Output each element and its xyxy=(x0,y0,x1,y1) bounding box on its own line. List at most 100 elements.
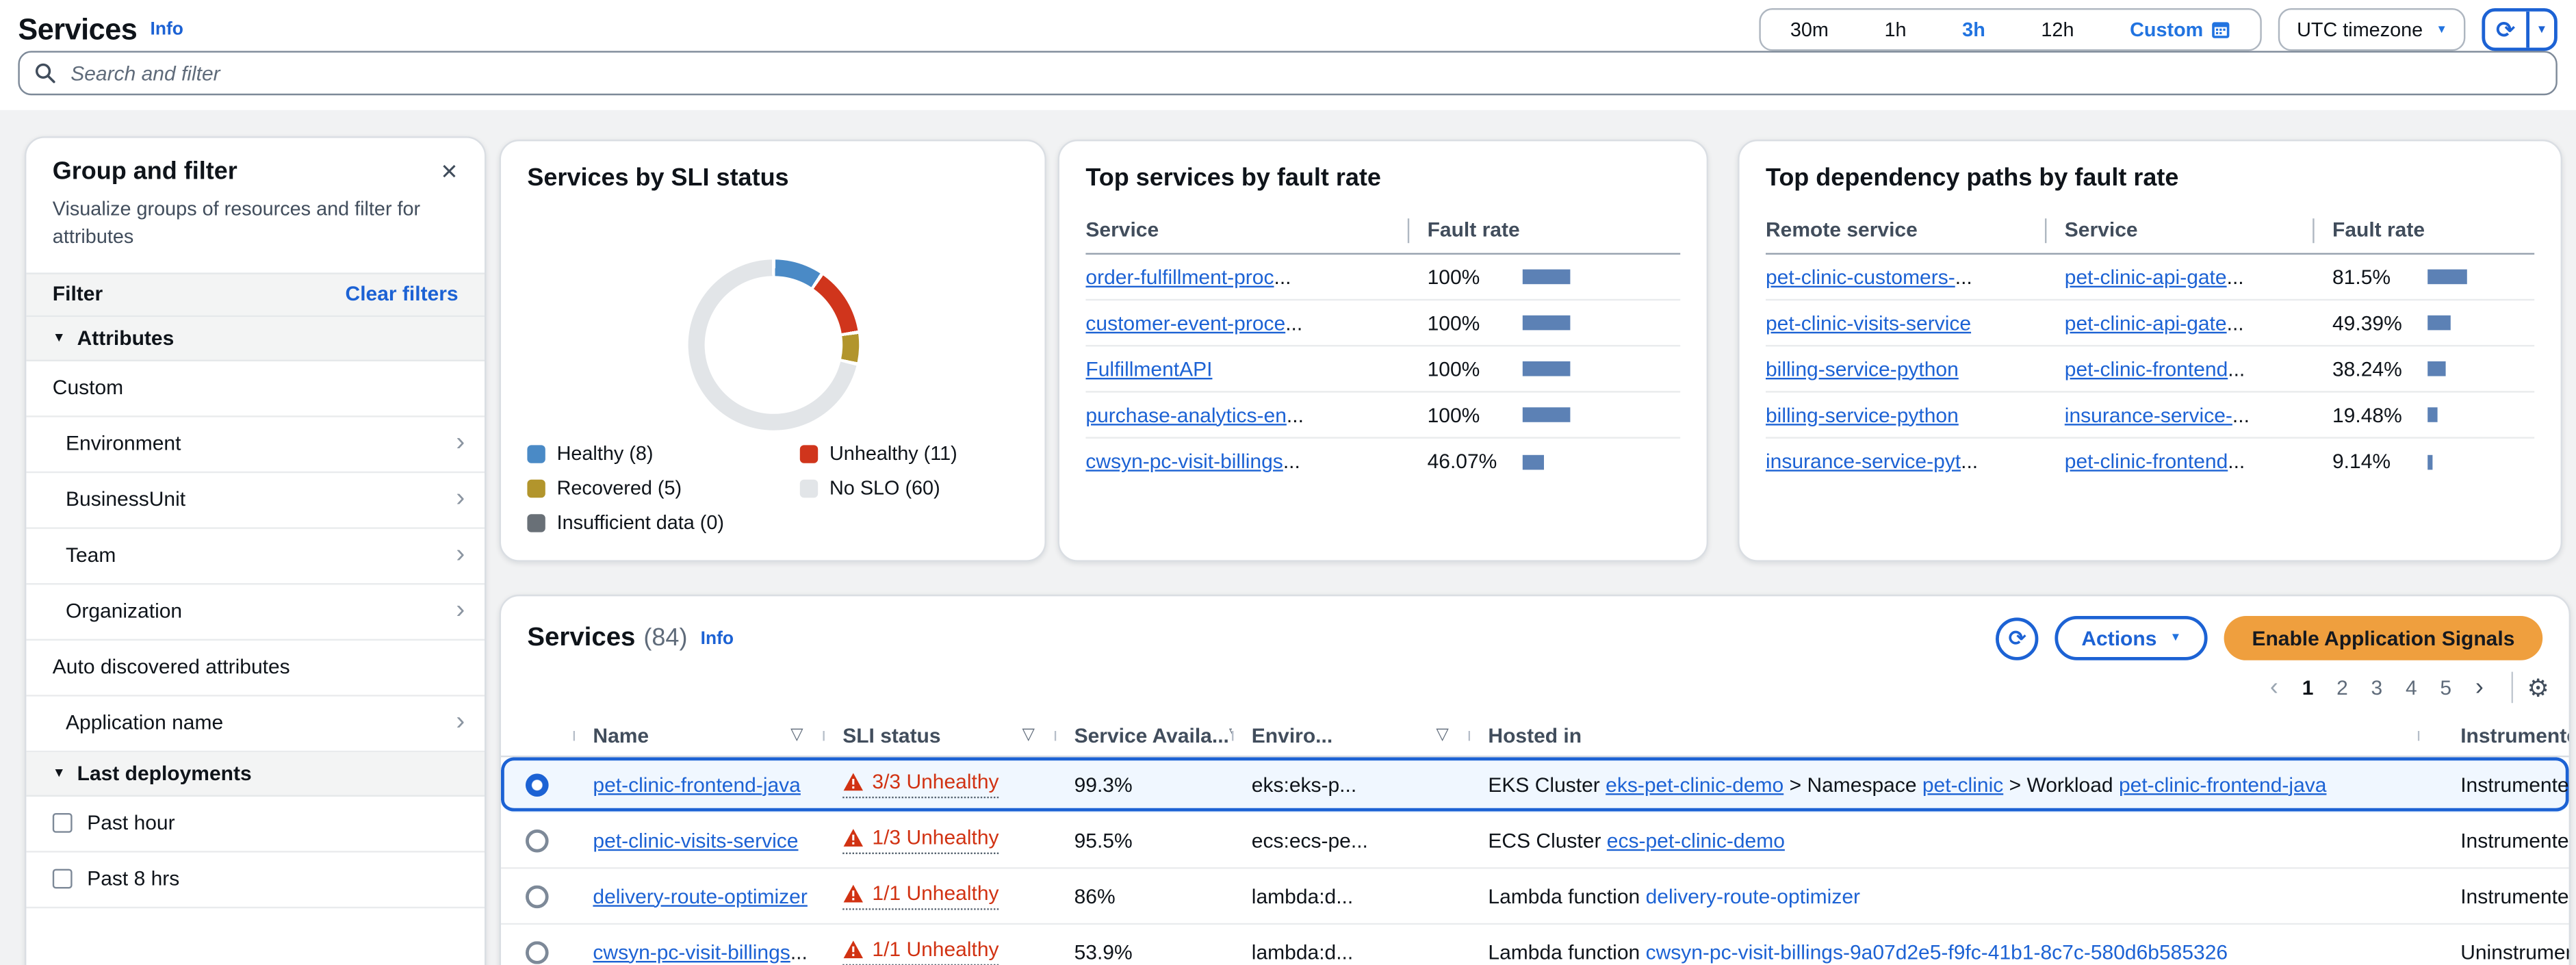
service-link[interactable]: pet-clinic-api-gate xyxy=(2064,311,2227,335)
filter-icon[interactable]: ▽ xyxy=(1022,725,1035,745)
table-row[interactable]: pet-clinic-frontend-java 3/3 Unhealthy 99.… xyxy=(501,757,2569,813)
sli-status-badge[interactable]: 1/1 Unhealthy xyxy=(842,882,999,910)
row-radio[interactable] xyxy=(526,828,549,852)
refresh-button[interactable]: ⟳ ▼ xyxy=(2482,8,2558,51)
sidebar-item-organization[interactable]: Organization › xyxy=(26,584,485,641)
row-radio[interactable] xyxy=(526,884,549,908)
service-link[interactable]: insurance-service-pyt xyxy=(1766,450,1961,474)
column-label: Hosted in xyxy=(1488,723,1582,747)
service-link[interactable]: pet-clinic-frontend xyxy=(2064,450,2228,474)
page-number-4[interactable]: 4 xyxy=(2405,676,2417,699)
service-link[interactable]: pet-clinic-frontend xyxy=(2064,357,2228,381)
service-link[interactable]: eks-pet-clinic-demo xyxy=(1606,773,1784,796)
page-number-1[interactable]: 1 xyxy=(2302,676,2314,699)
services-panel: Services (84) Info ⟳ Actions ▼ Enable App… xyxy=(499,594,2571,965)
sidebar-section-attributes[interactable]: ▼ Attributes xyxy=(26,316,485,361)
table-refresh-button[interactable]: ⟳ xyxy=(1996,617,2039,660)
time-range-3h[interactable]: 3h xyxy=(1962,18,1985,42)
clear-filters-link[interactable]: Clear filters xyxy=(345,283,459,307)
time-range-custom[interactable]: Custom xyxy=(2130,18,2231,41)
next-page-arrow[interactable]: › xyxy=(2475,673,2484,702)
service-link[interactable]: cwsyn-pc-visit-billings xyxy=(1085,450,1283,474)
service-link[interactable]: pet-clinic-frontend-java xyxy=(593,773,801,796)
sli-status-badge[interactable]: 3/3 Unhealthy xyxy=(842,771,999,799)
service-link[interactable]: customer-event-proce xyxy=(1085,311,1286,335)
service-link[interactable]: pet-clinic-frontend-java xyxy=(2118,773,2327,796)
search-bar[interactable] xyxy=(18,51,2558,96)
time-range-30m[interactable]: 30m xyxy=(1790,18,1829,42)
page-number-5[interactable]: 5 xyxy=(2440,676,2452,699)
search-input[interactable] xyxy=(67,60,2541,87)
gear-icon[interactable]: ⚙ xyxy=(2527,674,2549,702)
column-header-service-availa-[interactable]: Service Availa...▽ xyxy=(1054,723,1232,747)
actions-button[interactable]: Actions ▼ xyxy=(2055,616,2208,660)
service-link[interactable]: pet-clinic-visits-service xyxy=(593,828,799,852)
sli-status-badge[interactable]: 1/1 Unhealthy xyxy=(842,938,999,965)
service-link[interactable]: pet-clinic xyxy=(1922,773,2004,796)
truncation-ellipsis: ... xyxy=(2226,265,2244,289)
legend-swatch xyxy=(527,513,545,532)
radio-cell xyxy=(501,940,574,964)
table-row[interactable]: cwsyn-pc-visit-billings... 1/1 Unhealthy 5… xyxy=(501,925,2569,965)
previous-page-arrow[interactable]: ‹ xyxy=(2269,673,2278,702)
time-range-1h[interactable]: 1h xyxy=(1884,18,1907,42)
page-number-3[interactable]: 3 xyxy=(2371,676,2383,699)
service-link[interactable]: pet-clinic-api-gate xyxy=(2064,265,2227,289)
row-radio[interactable] xyxy=(526,940,549,964)
service-link[interactable]: insurance-service- xyxy=(2064,403,2232,426)
fault-rate-value: 19.48% xyxy=(2332,403,2402,426)
service-link[interactable]: ecs-pet-clinic-demo xyxy=(1606,828,1785,852)
custom-label: Custom xyxy=(2130,18,2204,42)
remote-service-cell: pet-clinic-customers-... xyxy=(1766,266,2045,289)
sidebar-item-auto-discovered-attributes[interactable]: Auto discovered attributes xyxy=(26,640,485,697)
truncation-ellipsis: ... xyxy=(1283,450,1300,474)
service-link[interactable]: cwsyn-pc-visit-billings xyxy=(593,940,790,964)
top-services-rows: order-fulfillment-proc... 100% customer-ev… xyxy=(1085,255,1681,485)
service-link[interactable]: FulfillmentAPI xyxy=(1085,357,1213,381)
filter-icon[interactable]: ▽ xyxy=(1229,726,1232,744)
checkbox[interactable] xyxy=(52,869,73,890)
service-link[interactable]: delivery-route-optimizer xyxy=(593,884,808,908)
sidebar-item-custom[interactable]: Custom xyxy=(26,361,485,417)
close-icon[interactable]: ✕ xyxy=(440,158,459,183)
sidebar-checkbox-past-8-hrs[interactable]: Past 8 hrs xyxy=(26,852,485,908)
sidebar-item-application-name[interactable]: Application name › xyxy=(26,696,485,752)
sli-status-badge[interactable]: 1/3 Unhealthy xyxy=(842,826,999,854)
column-header-sli-status[interactable]: SLI status ▽ xyxy=(823,723,1054,747)
filter-icon[interactable]: ▽ xyxy=(790,725,803,745)
sidebar-checkbox-past-hour[interactable]: Past hour xyxy=(26,796,485,853)
service-link[interactable]: delivery-route-optimizer xyxy=(1645,884,1861,908)
row-radio[interactable] xyxy=(526,773,549,796)
sidebar-section-last-deployments[interactable]: ▼ Last deployments xyxy=(26,751,485,797)
time-range-12h[interactable]: 12h xyxy=(2041,18,2074,42)
column-header-enviro-[interactable]: Enviro... ▽ xyxy=(1232,723,1469,747)
service-cell: pet-clinic-frontend... xyxy=(2045,450,2313,474)
service-link[interactable]: billing-service-python xyxy=(1766,403,1959,426)
time-range-control[interactable]: 30m 1h 3h 12h Custom xyxy=(1759,8,2263,51)
truncation-ellipsis: ... xyxy=(790,940,808,964)
service-link[interactable]: cwsyn-pc-visit-billings-9a07d2e5-f9fc-41… xyxy=(1645,940,2228,964)
service-link[interactable]: billing-service-python xyxy=(1766,357,1959,381)
sidebar-item-team[interactable]: Team › xyxy=(26,528,485,584)
table-row[interactable]: pet-clinic-visits-service 1/3 Unhealthy 95… xyxy=(501,813,2569,869)
page-info-link[interactable]: Info xyxy=(150,19,183,40)
checkbox[interactable] xyxy=(52,813,73,834)
timezone-dropdown[interactable]: UTC timezone ▼ xyxy=(2278,8,2466,51)
service-link[interactable]: pet-clinic-customers- xyxy=(1766,265,1955,289)
service-link[interactable]: pet-clinic-visits-service xyxy=(1766,311,1972,335)
column-header-hosted-in[interactable]: Hosted in xyxy=(1468,723,2418,747)
filter-icon[interactable]: ▽ xyxy=(1436,725,1449,745)
remote-service-cell: pet-clinic-visits-service xyxy=(1766,311,2045,335)
column-header-instrumented[interactable]: Instrumented xyxy=(2417,723,2569,747)
sidebar-item-businessunit[interactable]: BusinessUnit › xyxy=(26,473,485,529)
sidebar-item-environment[interactable]: Environment › xyxy=(26,417,485,473)
fault-rate-bar xyxy=(1522,315,1571,331)
services-info-link[interactable]: Info xyxy=(700,628,734,648)
service-link[interactable]: purchase-analytics-en xyxy=(1085,403,1287,426)
enable-application-signals-button[interactable]: Enable Application Signals xyxy=(2224,616,2543,660)
service-link[interactable]: order-fulfillment-proc xyxy=(1085,265,1274,289)
column-header-name[interactable]: Name ▽ xyxy=(573,723,823,747)
page-number-2[interactable]: 2 xyxy=(2336,676,2348,699)
table-row[interactable]: delivery-route-optimizer 1/1 Unhealthy 86%… xyxy=(501,868,2569,925)
fault-rate-bar xyxy=(1522,454,1545,469)
